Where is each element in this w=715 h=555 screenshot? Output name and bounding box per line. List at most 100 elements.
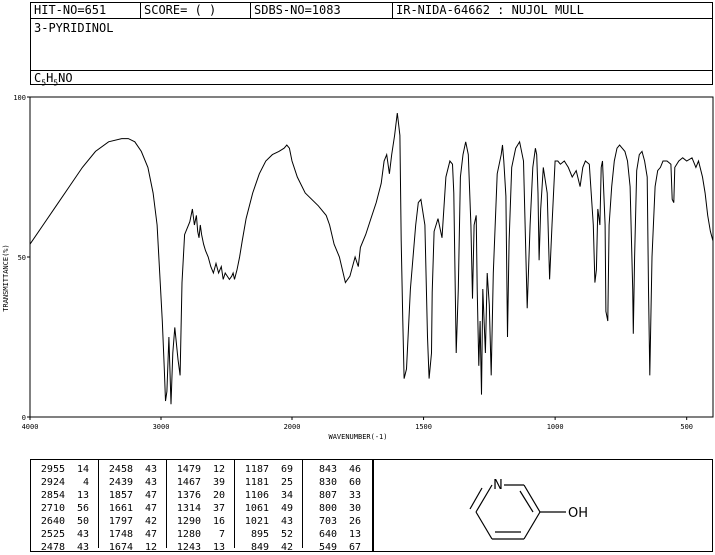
peak-transmittance: 47 [144,529,157,540]
peak-wavenumber: 1290 [176,516,201,527]
peak-row: 895 52 [237,528,302,541]
peak-transmittance: 46 [348,464,361,475]
nitrogen-label: N [493,478,503,493]
peak-row: 800 30 [305,502,361,515]
peak-row: 2439 43 [101,476,166,489]
peak-row: 843 46 [305,463,361,476]
peak-wavenumber: 2710 [40,503,65,514]
peak-transmittance: 43 [144,464,157,475]
header-row: HIT-NO=651 SCORE= ( ) SDBS-NO=1083 IR-NI… [31,3,712,19]
peak-row: 1106 34 [237,489,302,502]
peak-row: 849 42 [237,541,302,554]
molecular-formula: C5H5NO [34,71,73,88]
peak-row: 1674 12 [101,541,166,554]
peak-transmittance: 47 [144,490,157,501]
peak-transmittance: 14 [76,464,89,475]
peak-wavenumber: 2478 [40,542,65,553]
peak-wavenumber: 1797 [108,516,133,527]
peak-wavenumber: 2458 [108,464,133,475]
peak-row: 1061 49 [237,502,302,515]
peak-transmittance: 56 [76,503,89,514]
compound-name: 3-PYRIDINOL [34,21,114,35]
peak-transmittance: 12 [212,464,225,475]
peak-wavenumber: 1467 [176,477,201,488]
x-tick-label: 1000 [547,423,564,431]
peak-row: 1187 69 [237,463,302,476]
peak-row: 2924 4 [33,476,98,489]
x-tick-label: 4000 [22,423,39,431]
formula-divider [31,70,712,71]
x-axis-label: WAVENUMBER(-1) [328,433,387,441]
peak-wavenumber: 895 [250,529,269,540]
peak-row: 1280 7 [169,528,234,541]
y-tick-label: 50 [18,254,26,262]
peak-transmittance: 39 [212,477,225,488]
peak-wavenumber: 1106 [244,490,269,501]
peak-wavenumber: 1181 [244,477,269,488]
spectrum-line [29,112,714,405]
peak-row: 1661 47 [101,502,166,515]
peak-transmittance: 20 [212,490,225,501]
y-tick-label: 0 [22,414,26,422]
peak-wavenumber: 2854 [40,490,65,501]
ir-spectrum-chart: 0 50 100 4000 3000 2000 1500 1000 500 TRANSMITT… [2,94,714,441]
peak-wavenumber: 549 [318,542,337,553]
peak-row: 830 60 [305,476,361,489]
x-tick-label: 2000 [284,423,301,431]
peak-row: 2525 43 [33,528,98,541]
plot-frame [29,96,714,418]
peak-table: 2955 14 2924 4 2854 13 2710 56 2640 50 2525 43 2478 4… [30,459,373,554]
sdbs-number: SDBS-NO=1083 [251,3,393,18]
peak-transmittance: 50 [76,516,89,527]
peak-row: 1797 42 [101,515,166,528]
peak-transmittance: 49 [280,503,293,514]
peak-wavenumber: 1748 [108,529,133,540]
hit-number: HIT-NO=651 [31,3,141,18]
peak-wavenumber: 2640 [40,516,65,527]
peak-wavenumber: 2525 [40,529,65,540]
peak-row: 1748 47 [101,528,166,541]
pyridine-ring [469,484,566,540]
y-tick-label: 100 [13,94,26,102]
peak-transmittance: 43 [280,516,293,527]
peak-row: 2955 14 [33,463,98,476]
peak-row: 2458 43 [101,463,166,476]
peak-transmittance: 67 [348,542,361,553]
peak-row: 1376 20 [169,489,234,502]
peak-wavenumber: 800 [318,503,337,514]
peak-row: 1467 39 [169,476,234,489]
peak-wavenumber: 849 [250,542,269,553]
peak-row: 703 26 [305,515,361,528]
peak-wavenumber: 703 [318,516,337,527]
peak-wavenumber: 1661 [108,503,133,514]
peak-column: 2458 43 2439 43 1857 47 1661 47 1797 42 1748 47 1674… [101,460,167,553]
peak-transmittance: 43 [76,529,89,540]
x-tick-label: 3000 [153,423,170,431]
peak-wavenumber: 1243 [176,542,201,553]
peak-wavenumber: 1857 [108,490,133,501]
peak-transmittance: 43 [76,542,89,553]
x-tick-label: 1500 [415,423,432,431]
peak-wavenumber: 1021 [244,516,269,527]
peak-wavenumber: 843 [318,464,337,475]
peak-wavenumber: 1674 [108,542,133,553]
peak-transmittance: 12 [144,542,157,553]
x-axis: 4000 3000 2000 1500 1000 500 [22,417,693,431]
peak-wavenumber: 1314 [176,503,201,514]
structure-drawing: N OH [469,478,588,540]
peak-transmittance: 13 [76,490,89,501]
y-axis-label: TRANSMITTANCE(%) [2,244,10,311]
peak-wavenumber: 1187 [244,464,269,475]
peak-transmittance: 47 [144,503,157,514]
peak-transmittance: 7 [218,529,225,540]
peak-transmittance: 25 [280,477,293,488]
peak-wavenumber: 830 [318,477,337,488]
peak-wavenumber: 640 [318,529,337,540]
peak-row: 2640 50 [33,515,98,528]
score: SCORE= ( ) [141,3,251,18]
peak-transmittance: 42 [280,542,293,553]
peak-transmittance: 34 [280,490,293,501]
peak-wavenumber: 2955 [40,464,65,475]
ir-sample-info: IR-NIDA-64662 : NUJOL MULL [396,3,584,17]
peak-row: 1181 25 [237,476,302,489]
